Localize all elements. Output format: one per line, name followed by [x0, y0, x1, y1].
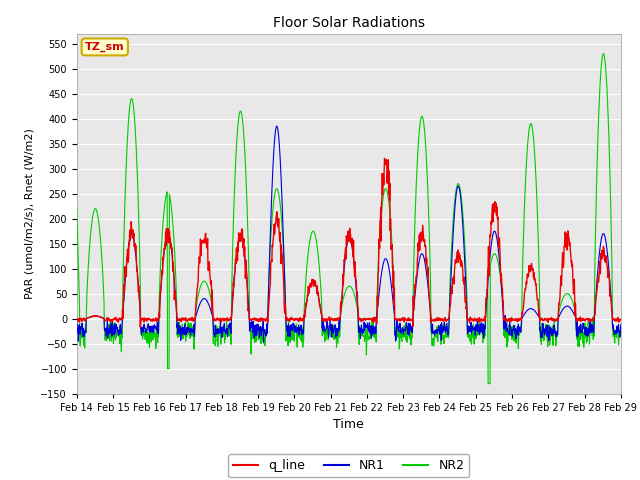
Text: TZ_sm: TZ_sm [85, 42, 125, 52]
Title: Floor Solar Radiations: Floor Solar Radiations [273, 16, 425, 30]
Legend: q_line, NR1, NR2: q_line, NR1, NR2 [228, 455, 470, 477]
Y-axis label: PAR (umol/m2/s), Rnet (W/m2): PAR (umol/m2/s), Rnet (W/m2) [25, 128, 35, 299]
X-axis label: Time: Time [333, 418, 364, 431]
